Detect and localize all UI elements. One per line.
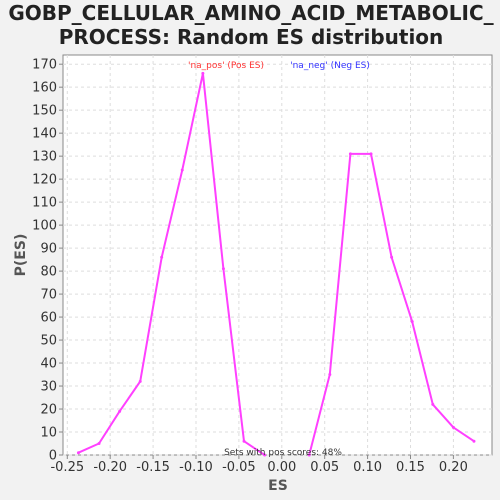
data-point: [328, 373, 332, 377]
y-tick-label: 0: [49, 449, 57, 464]
data-point: [390, 255, 394, 259]
y-tick-label: 70: [40, 288, 57, 303]
y-tick-label: 100: [32, 219, 57, 234]
y-axis-ticks: 0 10 20 30 40 50 60 70 80 90 100 110 120 130 140 150 160…: [32, 58, 63, 464]
x-tick-label: -0.25: [50, 460, 84, 475]
data-point: [180, 168, 184, 172]
y-tick-label: 160: [32, 81, 57, 96]
legend-pos: 'na_pos' (Pos ES): [188, 61, 264, 71]
x-tick-label: 0.15: [396, 460, 425, 475]
y-tick-label: 170: [32, 58, 57, 73]
y-tick-label: 150: [32, 104, 57, 119]
x-tick-label: -0.20: [93, 460, 127, 475]
series: [76, 71, 476, 457]
data-point: [307, 453, 311, 457]
y-tick-label: 110: [32, 196, 57, 211]
data-point: [472, 439, 476, 443]
data-point: [451, 425, 455, 429]
chart-title-line-2: PROCESS: Random ES distribution: [59, 25, 444, 49]
y-tick-label: 50: [40, 334, 57, 349]
data-point: [97, 442, 101, 446]
series-line-pos: [77, 72, 266, 456]
grid: [63, 55, 492, 456]
data-point: [263, 453, 267, 457]
x-tick-label: 0.00: [267, 460, 296, 475]
x-tick-label: 0.20: [439, 460, 468, 475]
y-axis-label: P(ES): [13, 234, 29, 277]
y-tick-label: 30: [40, 380, 57, 395]
data-point: [138, 379, 142, 383]
data-point: [221, 267, 225, 271]
chart-title-line-1: GOBP_CELLULAR_AMINO_ACID_METABOLIC_: [8, 1, 493, 25]
data-point: [348, 152, 352, 156]
y-tick-label: 10: [40, 426, 57, 441]
data-point: [410, 320, 414, 324]
y-tick-label: 130: [32, 150, 57, 165]
data-point: [242, 439, 246, 443]
x-axis-label: ES: [268, 478, 288, 494]
x-tick-label: 0.05: [310, 460, 339, 475]
pos-scores-annotation: Sets with pos scores: 48%: [224, 448, 342, 458]
data-point: [118, 409, 122, 413]
y-tick-label: 20: [40, 403, 57, 418]
data-point: [76, 451, 80, 455]
x-tick-label: -0.10: [179, 460, 213, 475]
y-tick-label: 140: [32, 127, 57, 142]
data-point: [201, 71, 205, 75]
y-tick-label: 60: [40, 311, 57, 326]
data-point: [431, 402, 435, 406]
plot-area: [62, 54, 493, 456]
y-tick-label: 120: [32, 173, 57, 188]
y-tick-label: 40: [40, 357, 57, 372]
data-point: [369, 152, 373, 156]
x-tick-label: 0.10: [353, 460, 382, 475]
legend-neg: 'na_neg' (Neg ES): [290, 61, 370, 71]
x-axis-ticks: -0.25 -0.20 -0.15 -0.10 -0.05 0.00 0.05 0.10 0.1…: [50, 455, 468, 475]
data-point: [160, 255, 164, 259]
y-tick-label: 80: [40, 265, 57, 280]
y-tick-label: 90: [40, 242, 57, 257]
x-tick-label: -0.15: [136, 460, 170, 475]
x-tick-label: -0.05: [222, 460, 256, 475]
